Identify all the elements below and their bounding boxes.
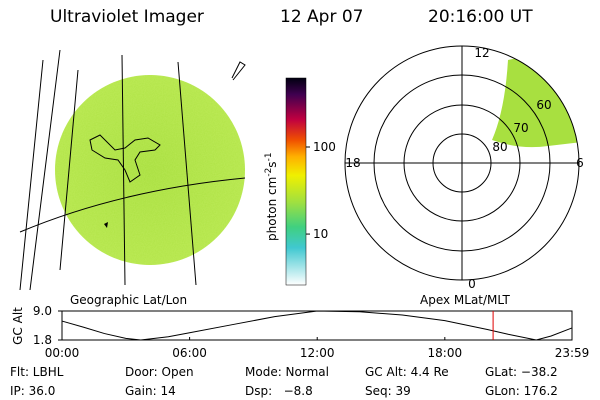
altitude-plot-frame	[61, 310, 573, 341]
globe-image	[19, 49, 246, 291]
mlat-label: 70	[513, 121, 528, 135]
altitude-line	[61, 310, 573, 341]
title: Ultraviolet Imager	[50, 7, 204, 27]
colorbar-tick-label: 10	[313, 227, 328, 241]
mlt-label: 0	[468, 277, 476, 291]
info-text: Gain: 14	[125, 384, 176, 398]
colorbar	[285, 77, 307, 286]
info-text: Door: Open	[125, 365, 194, 379]
info-text: Flt: LBHL	[10, 365, 64, 379]
date: 12 Apr 07	[280, 7, 363, 27]
y-tick-label: 1.8	[33, 333, 52, 347]
polar-plot	[344, 45, 580, 281]
colorbar-tick-label: 100	[313, 140, 336, 154]
x-tick-label: 18:00	[428, 346, 463, 360]
info-text: GLat: −38.2	[485, 365, 558, 379]
image-label: Apex MLat/MLT	[420, 293, 510, 307]
x-tick-label: 00:00	[45, 346, 80, 360]
mlt-label: 12	[474, 46, 489, 60]
y-tick-label: 9.0	[33, 304, 52, 318]
x-tick-label: 23:59	[555, 346, 590, 360]
info-text: Mode: Normal	[245, 365, 329, 379]
info-text: GLon: 176.2	[485, 384, 558, 398]
time: 20:16:00 UT	[428, 7, 533, 27]
mlat-label: 60	[536, 98, 551, 112]
info-text: Seq: 39	[365, 384, 411, 398]
info-text: Dsp: −8.8	[245, 384, 313, 398]
image-label: Geographic Lat/Lon	[70, 293, 187, 307]
x-tick-label: 06:00	[172, 346, 207, 360]
mlt-label: 6	[576, 156, 584, 170]
info-text: GC Alt: 4.4 Re	[365, 365, 449, 379]
colorbar-label: photon cm-2s-1	[264, 152, 279, 241]
mlt-label: 18	[345, 156, 360, 170]
y-axis-label: GC Alt	[11, 307, 25, 345]
info-text: IP: 36.0	[10, 384, 55, 398]
mlat-label: 80	[492, 140, 507, 154]
x-tick-label: 12:00	[300, 346, 335, 360]
